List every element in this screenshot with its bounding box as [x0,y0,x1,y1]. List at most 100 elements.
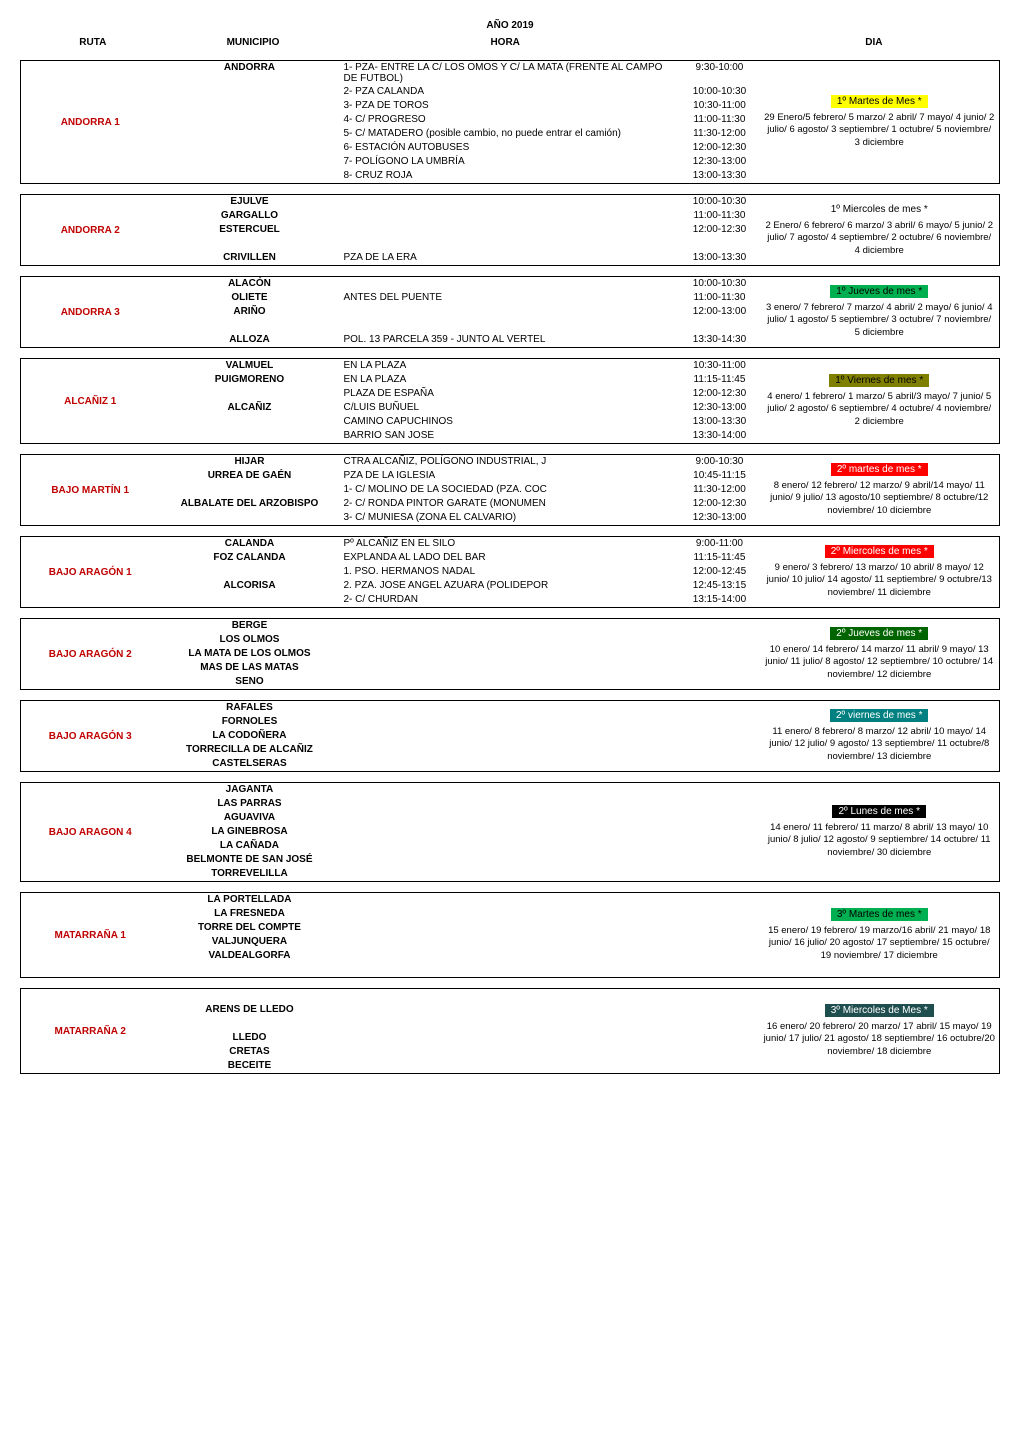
time-cell [679,811,759,825]
time-cell: 10:00-10:30 [679,195,759,209]
route-block: BAJO MARTÍN 1HIJARCTRA ALCAÑIZ, POLÍGONO… [20,454,1000,526]
time-cell: 13:00-13:30 [679,251,759,265]
route-name: ANDORRA 2 [21,195,159,265]
time-cell: 11:00-11:30 [679,291,759,305]
time-cell: 13:00-13:30 [679,169,759,183]
time-cell [679,989,759,1003]
municipio-cell: GARGALLO [159,209,339,223]
hora-cell [339,949,679,963]
table-row: 3- PZA DE TOROS10:30-11:00 [159,99,759,113]
table-row: JAGANTA [159,783,759,797]
hora-cell: 3- PZA DE TOROS [339,99,679,113]
table-row: LA CODOÑERA [159,729,759,743]
hora-cell: 2- PZA CALANDA [339,85,679,99]
time-cell: 11:30-12:00 [679,483,759,497]
route-content: HIJARCTRA ALCAÑIZ, POLÍGONO INDUSTRIAL, … [159,455,759,525]
time-cell [679,797,759,811]
time-cell: 13:30-14:00 [679,429,759,443]
dia-header: 2º martes de mes * [831,463,928,476]
route-block: MATARRAÑA 1LA PORTELLADALA FRESNEDATORRE… [20,892,1000,978]
time-cell [679,825,759,839]
time-cell [679,1059,759,1073]
time-cell: 10:45-11:15 [679,469,759,483]
municipio-cell: TORREVELILLA [159,867,339,881]
municipio-cell [159,155,339,169]
hora-cell [339,1003,679,1017]
time-cell [679,237,759,251]
municipio-cell: HIJAR [159,455,339,469]
table-row: BARRIO SAN JOSE13:30-14:00 [159,429,759,443]
municipio-cell: URREA DE GAÉN [159,469,339,483]
hora-cell: 1- C/ MOLINO DE LA SOCIEDAD (PZA. COC [339,483,679,497]
route-block: ALCAÑIZ 1VALMUELEN LA PLAZA10:30-11:00PU… [20,358,1000,444]
time-cell [679,853,759,867]
time-cell: 12:00-12:30 [679,223,759,237]
table-row: ARENS DE LLEDO [159,1003,759,1017]
time-cell: 9:00-11:00 [679,537,759,551]
time-cell [679,963,759,977]
hora-cell [339,1059,679,1073]
time-cell: 13:00-13:30 [679,415,759,429]
route-content: VALMUELEN LA PLAZA10:30-11:00PUIGMORENOE… [159,359,759,443]
route-name: MATARRAÑA 2 [21,989,159,1073]
time-cell [679,949,759,963]
hora-cell: 4- C/ PROGRESO [339,113,679,127]
hora-cell [339,647,679,661]
table-row: HIJARCTRA ALCAÑIZ, POLÍGONO INDUSTRIAL, … [159,455,759,469]
route-name: BAJO ARAGÓN 2 [21,619,159,689]
municipio-cell: BERGE [159,619,339,633]
table-row: TORRE DEL COMPTE [159,921,759,935]
table-row [159,319,759,333]
table-row: 6- ESTACIÓN AUTOBUSES12:00-12:30 [159,141,759,155]
dia-cell: 2º Miercoles de mes *9 enero/ 3 febrero/… [759,537,999,607]
hora-cell: EXPLANDA AL LADO DEL BAR [339,551,679,565]
municipio-cell [159,99,339,113]
hora-cell: 2- C/ CHURDAN [339,593,679,607]
dia-header: 2º Lunes de mes * [832,805,925,818]
municipio-cell: ARENS DE LLEDO [159,1003,339,1017]
municipio-cell [159,237,339,251]
hora-cell [339,209,679,223]
route-block: ANDORRA 2EJULVE10:00-10:30GARGALLO11:00-… [20,194,1000,266]
hora-cell [339,839,679,853]
hora-cell: EN LA PLAZA [339,359,679,373]
table-row: LOS OLMOS [159,633,759,647]
municipio-cell: ALBALATE DEL ARZOBISPO [159,497,339,511]
hora-cell [339,633,679,647]
dia-header: 3º Miercoles de Mes * [825,1004,934,1017]
dia-cell: 2º martes de mes *8 enero/ 12 febrero/ 1… [759,455,999,525]
header-ruta: RUTA [20,33,166,52]
hora-cell: C/LUIS BUÑUEL [339,401,679,415]
municipio-cell: LA CODOÑERA [159,729,339,743]
municipio-cell: ANDORRA [159,61,339,85]
table-header: RUTA MUNICIPIO HORA DIA [20,33,1000,52]
table-row: LA MATA DE LOS OLMOS [159,647,759,661]
municipio-cell: LLEDO [159,1031,339,1045]
hora-cell: BARRIO SAN JOSE [339,429,679,443]
time-cell: 11:15-11:45 [679,373,759,387]
table-row: FOZ CALANDAEXPLANDA AL LADO DEL BAR11:15… [159,551,759,565]
hora-cell: PZA DE LA ERA [339,251,679,265]
municipio-cell [159,511,339,525]
municipio-cell [159,169,339,183]
table-row: BELMONTE DE SAN JOSÉ [159,853,759,867]
hora-cell: 5- C/ MATADERO (posible cambio, no puede… [339,127,679,141]
hora-cell [339,277,679,291]
municipio-cell [159,429,339,443]
hora-cell: 2. PZA. JOSE ANGEL AZUARA (POLIDEPOR [339,579,679,593]
header-hora: HORA [340,33,670,52]
time-cell [679,783,759,797]
route-name: BAJO ARAGÓN 1 [21,537,159,607]
municipio-cell: BELMONTE DE SAN JOSÉ [159,853,339,867]
year-title: AÑO 2019 [20,20,1000,31]
hora-cell [339,989,679,1003]
time-cell [679,729,759,743]
hora-cell [339,811,679,825]
municipio-cell: LA GINEBROSA [159,825,339,839]
table-row [159,989,759,1003]
dia-cell: 1º Miercoles de mes *2 Enero/ 6 febrero/… [759,195,999,265]
table-row: ALCAÑIZC/LUIS BUÑUEL12:30-13:00 [159,401,759,415]
route-content: ALACÓN10:00-10:30OLIETEANTES DEL PUENTE1… [159,277,759,347]
hora-cell [339,853,679,867]
municipio-cell: LA CAÑADA [159,839,339,853]
